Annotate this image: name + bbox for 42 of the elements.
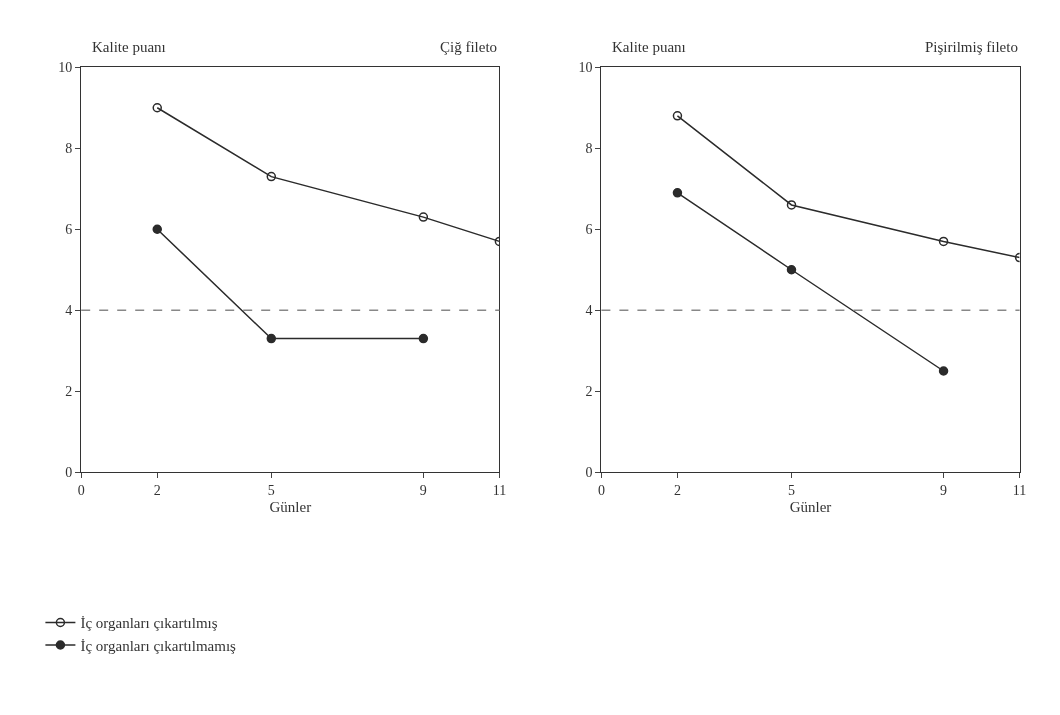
x-tick-label: 0 [77, 483, 85, 499]
point [786, 200, 797, 210]
point [672, 188, 683, 198]
x-tick-label: 5 [267, 483, 275, 499]
y-tick-label: 6 [65, 222, 73, 238]
point [938, 366, 949, 376]
x-tick-label: 11 [492, 483, 507, 499]
x-tick-label: 0 [597, 483, 605, 499]
point [418, 333, 429, 344]
y-tick-label: 4 [585, 303, 593, 319]
y-tick-label: 8 [65, 141, 73, 157]
y-tick-label: 0 [65, 465, 73, 481]
point [152, 224, 162, 234]
y-tick-label: 6 [585, 222, 593, 238]
y-axis-title: Kalite puanı [92, 39, 166, 55]
y-tick-label: 10 [578, 60, 593, 76]
chart-title: Çiğ fileto [440, 39, 498, 55]
x-tick-label: 2 [673, 483, 681, 499]
y-tick-label: 2 [585, 384, 593, 400]
legend-label: İç organları çıkartılmış [80, 615, 218, 632]
x-tick-label: 5 [787, 483, 795, 499]
x-axis-title: Günler [269, 499, 312, 516]
y-axis-title: Kalite puanı [612, 39, 686, 55]
point [938, 236, 949, 247]
y-tick-label: 0 [585, 465, 593, 481]
y-tick-label: 2 [65, 384, 73, 400]
x-axis-title: Günler [789, 499, 832, 516]
chart-title: Pişirilmiş fileto [925, 39, 1018, 55]
y-tick-label: 4 [65, 303, 73, 319]
x-tick-label: 2 [153, 483, 161, 499]
point [672, 111, 683, 121]
point [152, 103, 162, 113]
x-tick-label: 9 [419, 483, 427, 499]
y-tick-label: 10 [58, 60, 73, 76]
point [418, 212, 429, 222]
y-tick-label: 8 [585, 141, 593, 157]
x-tick-label: 11 [1012, 483, 1027, 499]
legend-label: İç organları çıkartılmamış [80, 637, 237, 654]
point [266, 171, 277, 182]
point [786, 265, 797, 275]
point [266, 333, 277, 344]
x-tick-label: 9 [940, 483, 948, 499]
